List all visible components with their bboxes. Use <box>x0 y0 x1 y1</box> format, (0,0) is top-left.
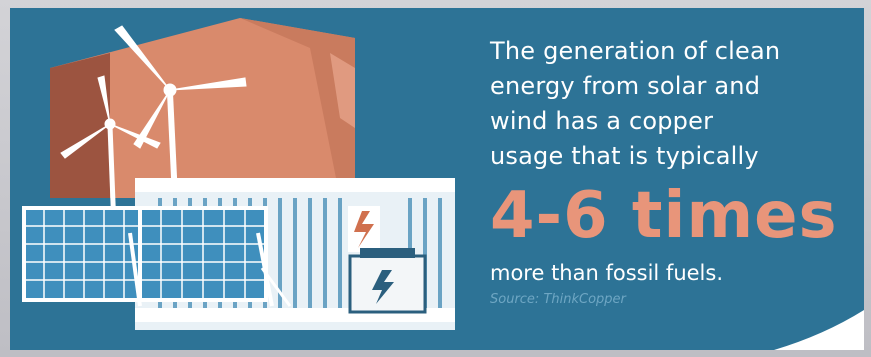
lightning-bolt-icon <box>348 206 380 252</box>
energy-illustration <box>22 18 455 330</box>
solar-panel-icon <box>138 206 292 307</box>
wind-turbine-icon <box>114 25 247 199</box>
corner-decoration <box>774 310 864 350</box>
headline-tail: more than fossil fuels. <box>490 261 724 285</box>
battery-unit-icon <box>348 248 427 314</box>
solar-panel-icon <box>22 206 148 307</box>
copper-block-icon <box>50 18 355 198</box>
headline-block: The generation of clean energy from sola… <box>490 34 860 307</box>
source-credit: Source: ThinkCopper <box>490 292 626 307</box>
headline-highlight: 4-6 times <box>490 179 838 253</box>
infographic-panel: The generation of clean energy from sola… <box>10 8 864 350</box>
headline-lead: The generation of clean energy from sola… <box>490 37 781 170</box>
